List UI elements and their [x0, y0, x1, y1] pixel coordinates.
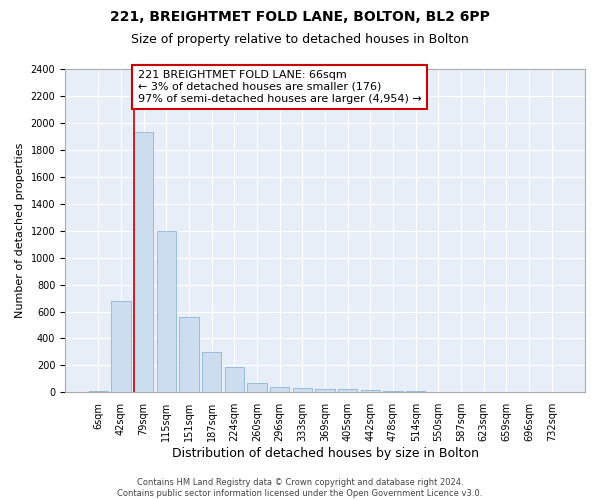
- Text: 221, BREIGHTMET FOLD LANE, BOLTON, BL2 6PP: 221, BREIGHTMET FOLD LANE, BOLTON, BL2 6…: [110, 10, 490, 24]
- Bar: [316, 389, 335, 392]
- Text: 221 BREIGHTMET FOLD LANE: 66sqm
← 3% of detached houses are smaller (176)
97% of: 221 BREIGHTMET FOLD LANE: 66sqm ← 3% of …: [137, 70, 421, 104]
- Text: Contains HM Land Registry data © Crown copyright and database right 2024.
Contai: Contains HM Land Registry data © Crown c…: [118, 478, 482, 498]
- Bar: [247, 383, 266, 392]
- Bar: [270, 387, 289, 392]
- Text: Size of property relative to detached houses in Bolton: Size of property relative to detached ho…: [131, 32, 469, 46]
- Y-axis label: Number of detached properties: Number of detached properties: [15, 143, 25, 318]
- Bar: [157, 230, 176, 392]
- Bar: [383, 390, 403, 392]
- Bar: [224, 366, 244, 392]
- Bar: [179, 317, 199, 392]
- Bar: [112, 300, 131, 392]
- Bar: [338, 389, 358, 392]
- Bar: [361, 390, 380, 392]
- Bar: [293, 388, 312, 392]
- Bar: [134, 132, 153, 392]
- Bar: [202, 352, 221, 393]
- X-axis label: Distribution of detached houses by size in Bolton: Distribution of detached houses by size …: [172, 447, 479, 460]
